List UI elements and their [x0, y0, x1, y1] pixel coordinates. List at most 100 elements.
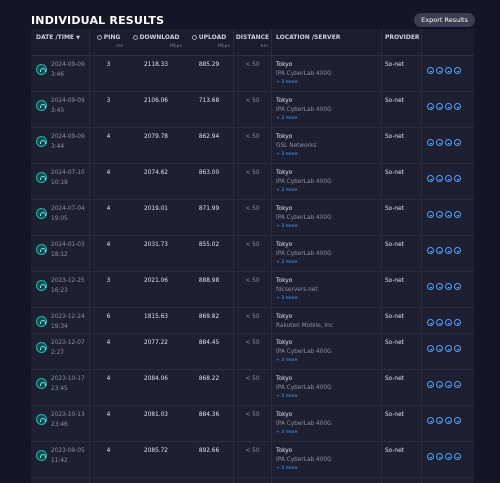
share-cell: [421, 164, 474, 199]
location-cell: Tokyo IPA CyberLab 400G + 3 more: [271, 92, 381, 127]
column-provider-label: PROVIDER: [385, 34, 420, 41]
more-servers-link[interactable]: + 3 more: [276, 260, 298, 265]
facebook-icon[interactable]: [445, 319, 452, 326]
facebook-icon[interactable]: [445, 283, 452, 290]
more-servers-link[interactable]: + 3 more: [276, 188, 298, 193]
export-results-button[interactable]: Export Results: [414, 13, 475, 27]
table-row[interactable]: 2024-09-09 3:45 3 2106.06 713.68 < 50 Tokyo IPA…: [31, 92, 474, 128]
link-icon[interactable]: [427, 211, 434, 218]
facebook-icon[interactable]: [445, 381, 452, 388]
twitter-icon[interactable]: [436, 319, 443, 326]
column-distance[interactable]: DISTANCE km: [233, 29, 271, 55]
table-row[interactable]: 2023-08-0952029.16878.26< 50TokyoSo-net: [31, 478, 474, 483]
link-icon[interactable]: [427, 67, 434, 74]
facebook-icon[interactable]: [445, 67, 452, 74]
more-options-icon[interactable]: [454, 319, 461, 326]
more-servers-link[interactable]: + 3 more: [276, 224, 298, 229]
result-date: 2023-12-24: [51, 314, 85, 320]
link-icon[interactable]: [427, 381, 434, 388]
facebook-icon[interactable]: [445, 345, 452, 352]
link-icon[interactable]: [427, 139, 434, 146]
table-row[interactable]: 2023-12-07 2:27 4 2077.22 884.45 < 50 Tokyo IPA…: [31, 334, 474, 370]
ping-value: 4: [89, 164, 127, 199]
link-icon[interactable]: [427, 175, 434, 182]
twitter-icon[interactable]: [436, 453, 443, 460]
table-row[interactable]: 2023-12-25 16:23 3 2021.06 888.98 < 50 Tokyo fd…: [31, 272, 474, 308]
facebook-icon[interactable]: [445, 211, 452, 218]
facebook-icon[interactable]: [445, 247, 452, 254]
more-options-icon[interactable]: [454, 211, 461, 218]
table-row[interactable]: 2024-09-09 3:44 4 2079.78 862.94 < 50 Tokyo GSL…: [31, 128, 474, 164]
table-row[interactable]: 2024-07-04 19:05 4 2019.01 871.99 < 50 Tokyo IP…: [31, 200, 474, 236]
twitter-icon[interactable]: [436, 211, 443, 218]
table-row[interactable]: 2023-10-17 23:45 4 2084.06 868.22 < 50 Tokyo IP…: [31, 370, 474, 406]
server-name: IPA CyberLab 400G: [276, 71, 332, 77]
column-provider[interactable]: PROVIDER: [381, 29, 421, 55]
distance-value: < 50: [233, 308, 271, 333]
column-upload[interactable]: UPLOAD Mbps: [185, 29, 233, 55]
more-options-icon[interactable]: [454, 247, 461, 254]
ping-icon: [96, 35, 102, 40]
ping-value: 5: [89, 478, 127, 483]
download-value: 2085.72: [144, 448, 168, 454]
twitter-icon[interactable]: [436, 103, 443, 110]
facebook-icon[interactable]: [445, 453, 452, 460]
facebook-icon[interactable]: [445, 175, 452, 182]
facebook-icon[interactable]: [445, 417, 452, 424]
twitter-icon[interactable]: [436, 283, 443, 290]
facebook-icon[interactable]: [445, 103, 452, 110]
table-row[interactable]: 2024-07-10 10:19 4 2074.62 863.00 < 50 Tokyo IP…: [31, 164, 474, 200]
more-options-icon[interactable]: [454, 139, 461, 146]
location-city: Tokyo: [276, 412, 293, 418]
distance-value: < 50: [233, 164, 271, 199]
table-row[interactable]: 2023-09-05 11:42 4 2085.72 892.66 < 50 Tokyo IP…: [31, 442, 474, 478]
share-cell: [421, 200, 474, 235]
table-row[interactable]: 2023-12-24 19:34 6 1815.63 869.82 < 50 Tokyo Ra…: [31, 308, 474, 334]
link-icon[interactable]: [427, 247, 434, 254]
provider-value: So-net: [381, 92, 421, 127]
more-options-icon[interactable]: [454, 453, 461, 460]
column-ping[interactable]: PING ms: [89, 29, 127, 55]
more-options-icon[interactable]: [454, 283, 461, 290]
column-location[interactable]: LOCATION /SERVER: [271, 29, 381, 55]
twitter-icon[interactable]: [436, 139, 443, 146]
link-icon[interactable]: [427, 283, 434, 290]
more-servers-link[interactable]: + 3 more: [276, 116, 298, 121]
more-servers-link[interactable]: + 3 more: [276, 152, 298, 157]
column-download[interactable]: DOWNLOAD Mbps: [127, 29, 185, 55]
more-servers-link[interactable]: + 3 more: [276, 466, 298, 471]
facebook-icon[interactable]: [445, 139, 452, 146]
more-servers-link[interactable]: + 3 more: [276, 296, 298, 301]
download-value: 2079.78: [144, 134, 168, 140]
sort-desc-icon[interactable]: ▼: [76, 35, 80, 41]
more-servers-link[interactable]: + 3 more: [276, 394, 298, 399]
location-cell: Tokyo IPA CyberLab 400G + 3 more: [271, 164, 381, 199]
link-icon[interactable]: [427, 417, 434, 424]
table-row[interactable]: 2024-09-09 3:46 3 2118.33 885.29 < 50 Tokyo IPA…: [31, 56, 474, 92]
more-options-icon[interactable]: [454, 345, 461, 352]
link-icon[interactable]: [427, 453, 434, 460]
distance-value: < 50: [233, 200, 271, 235]
link-icon[interactable]: [427, 319, 434, 326]
more-options-icon[interactable]: [454, 67, 461, 74]
table-row[interactable]: 2023-10-13 23:46 4 2081.03 884.36 < 50 Tokyo IP…: [31, 406, 474, 442]
link-icon[interactable]: [427, 103, 434, 110]
twitter-icon[interactable]: [436, 67, 443, 74]
twitter-icon[interactable]: [436, 381, 443, 388]
more-servers-link[interactable]: + 3 more: [276, 80, 298, 85]
more-options-icon[interactable]: [454, 417, 461, 424]
more-options-icon[interactable]: [454, 175, 461, 182]
column-date[interactable]: DATE /TIME ▼: [31, 29, 89, 55]
link-icon[interactable]: [427, 345, 434, 352]
twitter-icon[interactable]: [436, 175, 443, 182]
more-options-icon[interactable]: [454, 381, 461, 388]
more-options-icon[interactable]: [454, 103, 461, 110]
result-time: 10:19: [51, 179, 68, 186]
twitter-icon[interactable]: [436, 345, 443, 352]
twitter-icon[interactable]: [436, 247, 443, 254]
twitter-icon[interactable]: [436, 417, 443, 424]
more-servers-link[interactable]: + 3 more: [276, 430, 298, 435]
table-row[interactable]: 2024-01-03 18:12 4 2031.73 855.02 < 50 Tokyo IP…: [31, 236, 474, 272]
more-servers-link[interactable]: + 3 more: [276, 358, 298, 363]
location-cell: Tokyo IPA CyberLab 400G + 3 more: [271, 236, 381, 271]
